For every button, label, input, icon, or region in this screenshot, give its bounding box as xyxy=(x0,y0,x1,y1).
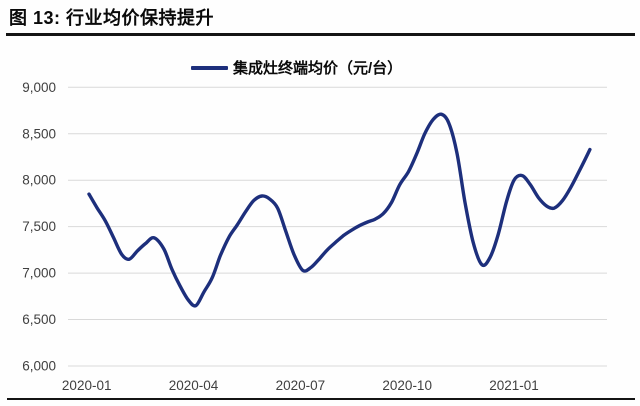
y-axis-tick-label: 8,000 xyxy=(22,173,56,188)
x-axis-tick-label: 2020-07 xyxy=(276,378,326,393)
x-axis-tick-label: 2020-01 xyxy=(62,378,112,393)
y-axis-tick-label: 8,500 xyxy=(22,126,56,141)
bottom-border xyxy=(7,398,635,400)
y-axis-tick-label: 6,000 xyxy=(22,359,56,374)
title-divider xyxy=(6,33,635,36)
y-axis-tick-label: 9,000 xyxy=(22,80,56,95)
legend-line-marker xyxy=(191,65,228,70)
x-axis-tick-label: 2020-10 xyxy=(382,378,432,393)
figure-title: 图 13: 行业均价保持提升 xyxy=(9,8,215,28)
x-axis-tick-label: 2020-04 xyxy=(169,378,219,393)
x-axis-tick-label: 2021-01 xyxy=(489,378,539,393)
legend-label: 集成灶终端均价（元/台） xyxy=(233,60,403,77)
price-line-series xyxy=(87,112,592,308)
chart-legend: 集成灶终端均价（元/台） xyxy=(191,57,402,78)
y-axis-tick-label: 7,000 xyxy=(22,266,56,281)
y-axis-tick-label: 6,500 xyxy=(22,312,56,327)
y-axis-tick-label: 7,500 xyxy=(22,219,56,234)
